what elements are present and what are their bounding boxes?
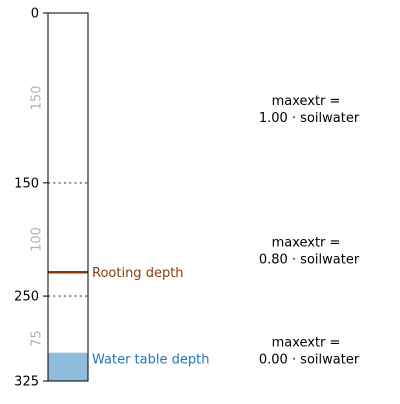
lines-group xyxy=(48,181,88,298)
rooting-depth-label: Rooting depth xyxy=(92,266,184,281)
water-table-depth-label: Water table depth xyxy=(92,353,209,368)
soil-column-frame xyxy=(47,12,89,382)
maxextr-annotation-line2: 0.80 · soilwater xyxy=(259,253,360,268)
layer-thickness-label: 100 xyxy=(30,227,45,252)
depth-tick-label: 250 xyxy=(14,290,39,305)
depth-tick-label: 150 xyxy=(14,176,39,191)
depth-tick-label: 0 xyxy=(31,7,39,22)
fills-group xyxy=(48,352,88,381)
maxextr-annotation-line1: maxextr = xyxy=(272,335,341,350)
maxextr-annotation-line1: maxextr = xyxy=(272,236,341,251)
water-table-fill xyxy=(48,352,88,381)
maxextr-annotation-line2: 1.00 · soilwater xyxy=(259,111,360,126)
frame-group xyxy=(47,12,89,382)
ticks-group xyxy=(43,12,48,382)
text-group: 0 150 250 325 150 100 75 Rooting depth Water tab… xyxy=(14,7,360,390)
maxextr-annotation-line1: maxextr = xyxy=(272,94,341,109)
depth-tick-label: 325 xyxy=(14,375,39,390)
maxextr-annotation-line2: 0.00 · soilwater xyxy=(259,352,360,367)
layer-thickness-label: 75 xyxy=(30,330,45,347)
layer-thickness-label: 150 xyxy=(30,86,45,111)
